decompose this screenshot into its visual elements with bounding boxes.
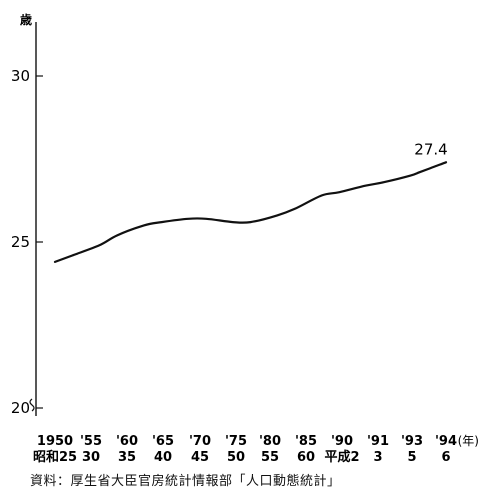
x-tick-label-era: 平成2 — [324, 449, 359, 465]
x-tick-label-era: 3 — [373, 450, 382, 465]
x-tick-label: '90 — [331, 434, 353, 449]
x-tick-label: '94 — [435, 434, 457, 449]
x-tick-label: '70 — [189, 434, 211, 449]
x-tick-label-era: 30 — [82, 450, 100, 465]
x-tick-label-era: 昭和25 — [33, 449, 77, 465]
data-label-end-value: 27.4 — [414, 140, 447, 158]
y-axis-unit-label: 歳 — [20, 12, 32, 27]
x-tick-label-era: 5 — [407, 450, 416, 465]
x-tick-label: '75 — [225, 434, 247, 449]
x-tick-label-era: 45 — [191, 450, 209, 465]
x-tick-label-era: 40 — [154, 450, 172, 465]
source-note: 資料：厚生省大臣官房統計情報部「人口動態統計」 — [30, 474, 341, 489]
y-axis-break — [29, 398, 35, 412]
x-tick-label-era: 6 — [441, 450, 450, 465]
x-tick-label: 1950 — [37, 434, 73, 449]
x-tick-label-era: 60 — [297, 450, 315, 465]
x-tick-label: '91 — [367, 434, 389, 449]
x-tick-label: '65 — [152, 434, 174, 449]
x-tick-label: '55 — [80, 434, 102, 449]
x-axis-unit-label: (年) — [458, 434, 479, 448]
series-line — [53, 161, 448, 263]
x-tick-label: '85 — [295, 434, 317, 449]
y-tick-label: 20 — [11, 399, 30, 417]
x-tick-label: '80 — [259, 434, 281, 449]
x-tick-label-era: 50 — [227, 450, 245, 465]
x-tick-label: '93 — [401, 434, 423, 449]
x-tick-label-era: 35 — [118, 450, 136, 465]
x-tick-label-era: 55 — [261, 450, 279, 465]
y-tick-label: 25 — [11, 233, 30, 251]
x-tick-label: '60 — [116, 434, 138, 449]
y-tick-label: 30 — [11, 67, 30, 85]
